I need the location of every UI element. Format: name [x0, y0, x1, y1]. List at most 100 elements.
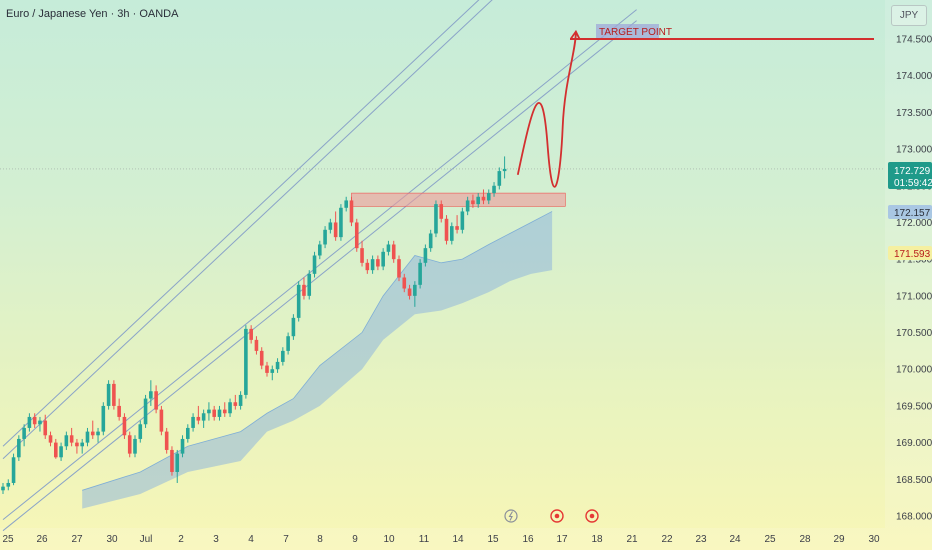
candle	[402, 273, 407, 293]
cloud-span-a	[82, 211, 553, 491]
x-tick-labels: 25 26 27 30 Jul 2 3 4 7 8 9 10 11 14 15 16 17 18 21 22 23 24 2…	[2, 534, 880, 545]
candle	[439, 200, 444, 223]
candle	[138, 420, 143, 443]
candle	[228, 398, 232, 417]
candle	[455, 215, 459, 234]
candle-body	[22, 427, 26, 439]
candle-body	[238, 394, 243, 406]
cloud-a-tag: 172.157	[888, 205, 932, 219]
candle	[333, 211, 338, 241]
x-tick-label: 29	[833, 534, 845, 545]
candle-body	[80, 442, 84, 447]
candle	[492, 182, 496, 197]
price-axis[interactable]	[885, 0, 932, 528]
candle-body	[402, 277, 407, 289]
current-price-value: 172.729	[894, 166, 931, 177]
candle	[112, 380, 116, 410]
candle-body	[38, 420, 42, 425]
x-tick-label: 2	[178, 534, 184, 545]
y-tick-label: 174.500	[896, 35, 932, 46]
x-tick-label: 16	[522, 534, 534, 545]
candle-body	[117, 405, 121, 417]
economic-event-icon-2[interactable]	[585, 509, 599, 523]
candle	[6, 479, 11, 491]
economic-event-icon-1[interactable]	[550, 509, 564, 523]
candle	[386, 240, 391, 256]
projection-arrow-head	[570, 29, 581, 41]
candle	[365, 259, 370, 274]
candle	[275, 358, 280, 373]
flash-event-icon[interactable]	[504, 509, 518, 523]
y-tick-label: 171.000	[896, 291, 932, 302]
y-tick-label: 170.500	[896, 328, 932, 339]
candle	[222, 402, 227, 417]
candle-body	[112, 383, 116, 406]
candle-body	[302, 284, 306, 296]
x-tick-label: 3	[213, 534, 219, 545]
candle	[180, 435, 185, 458]
x-tick-label: 4	[248, 534, 254, 545]
candle-body	[397, 259, 401, 278]
time-axis[interactable]	[0, 528, 932, 550]
candle-body	[222, 409, 227, 414]
candle-body	[460, 211, 465, 230]
candle-body	[471, 200, 475, 205]
x-tick-label: 17	[556, 534, 568, 545]
candle-body	[6, 482, 11, 487]
candle-body	[386, 244, 391, 252]
candle	[38, 416, 42, 432]
candle-body	[96, 431, 100, 436]
candle	[22, 424, 26, 447]
candle-body	[413, 284, 417, 296]
candle-body	[133, 438, 137, 454]
resistance-zone	[351, 192, 566, 207]
candle	[497, 167, 502, 190]
channel-layer	[2, 0, 637, 532]
candle	[450, 222, 454, 245]
candle	[159, 405, 164, 436]
x-tick-label: 9	[352, 534, 358, 545]
candle-body	[138, 424, 143, 439]
x-tick-label: 25	[2, 534, 14, 545]
candle	[291, 314, 296, 340]
candle-body	[391, 244, 396, 260]
candle	[465, 196, 470, 216]
candle	[296, 281, 301, 322]
candle	[117, 398, 121, 421]
candle-body	[439, 204, 444, 219]
candle	[207, 402, 211, 421]
cloud-b-value: 171.593	[894, 249, 931, 260]
candle-body	[307, 273, 312, 296]
candle	[1, 482, 5, 494]
candle	[143, 394, 148, 428]
candle	[312, 251, 317, 278]
candle	[186, 424, 190, 443]
candle	[48, 431, 53, 447]
candle	[486, 189, 491, 205]
candle	[270, 365, 275, 381]
channel-upper-inner-line	[2, 0, 493, 460]
projection-curve	[516, 31, 577, 188]
candle	[122, 413, 127, 439]
candle	[170, 446, 174, 476]
candle	[434, 200, 438, 238]
candle	[54, 438, 58, 459]
candle-body	[54, 442, 58, 458]
current-price-tag: 172.729 01:59:42	[888, 162, 932, 189]
candle-body	[143, 398, 148, 425]
candle	[175, 449, 180, 483]
y-tick-label: 170.000	[896, 365, 932, 376]
candle-body	[170, 449, 174, 472]
candle-body	[365, 262, 370, 271]
channel-lower-inner-line	[2, 20, 637, 532]
candle-body	[175, 453, 180, 472]
candle-body	[191, 416, 195, 428]
candle	[407, 284, 412, 300]
candle-body	[370, 259, 375, 271]
x-tick-label: 30	[868, 534, 880, 545]
candle-body	[265, 365, 269, 373]
candle	[391, 240, 396, 263]
currency-badge[interactable]: JPY	[891, 5, 927, 26]
candle-body	[196, 416, 201, 421]
